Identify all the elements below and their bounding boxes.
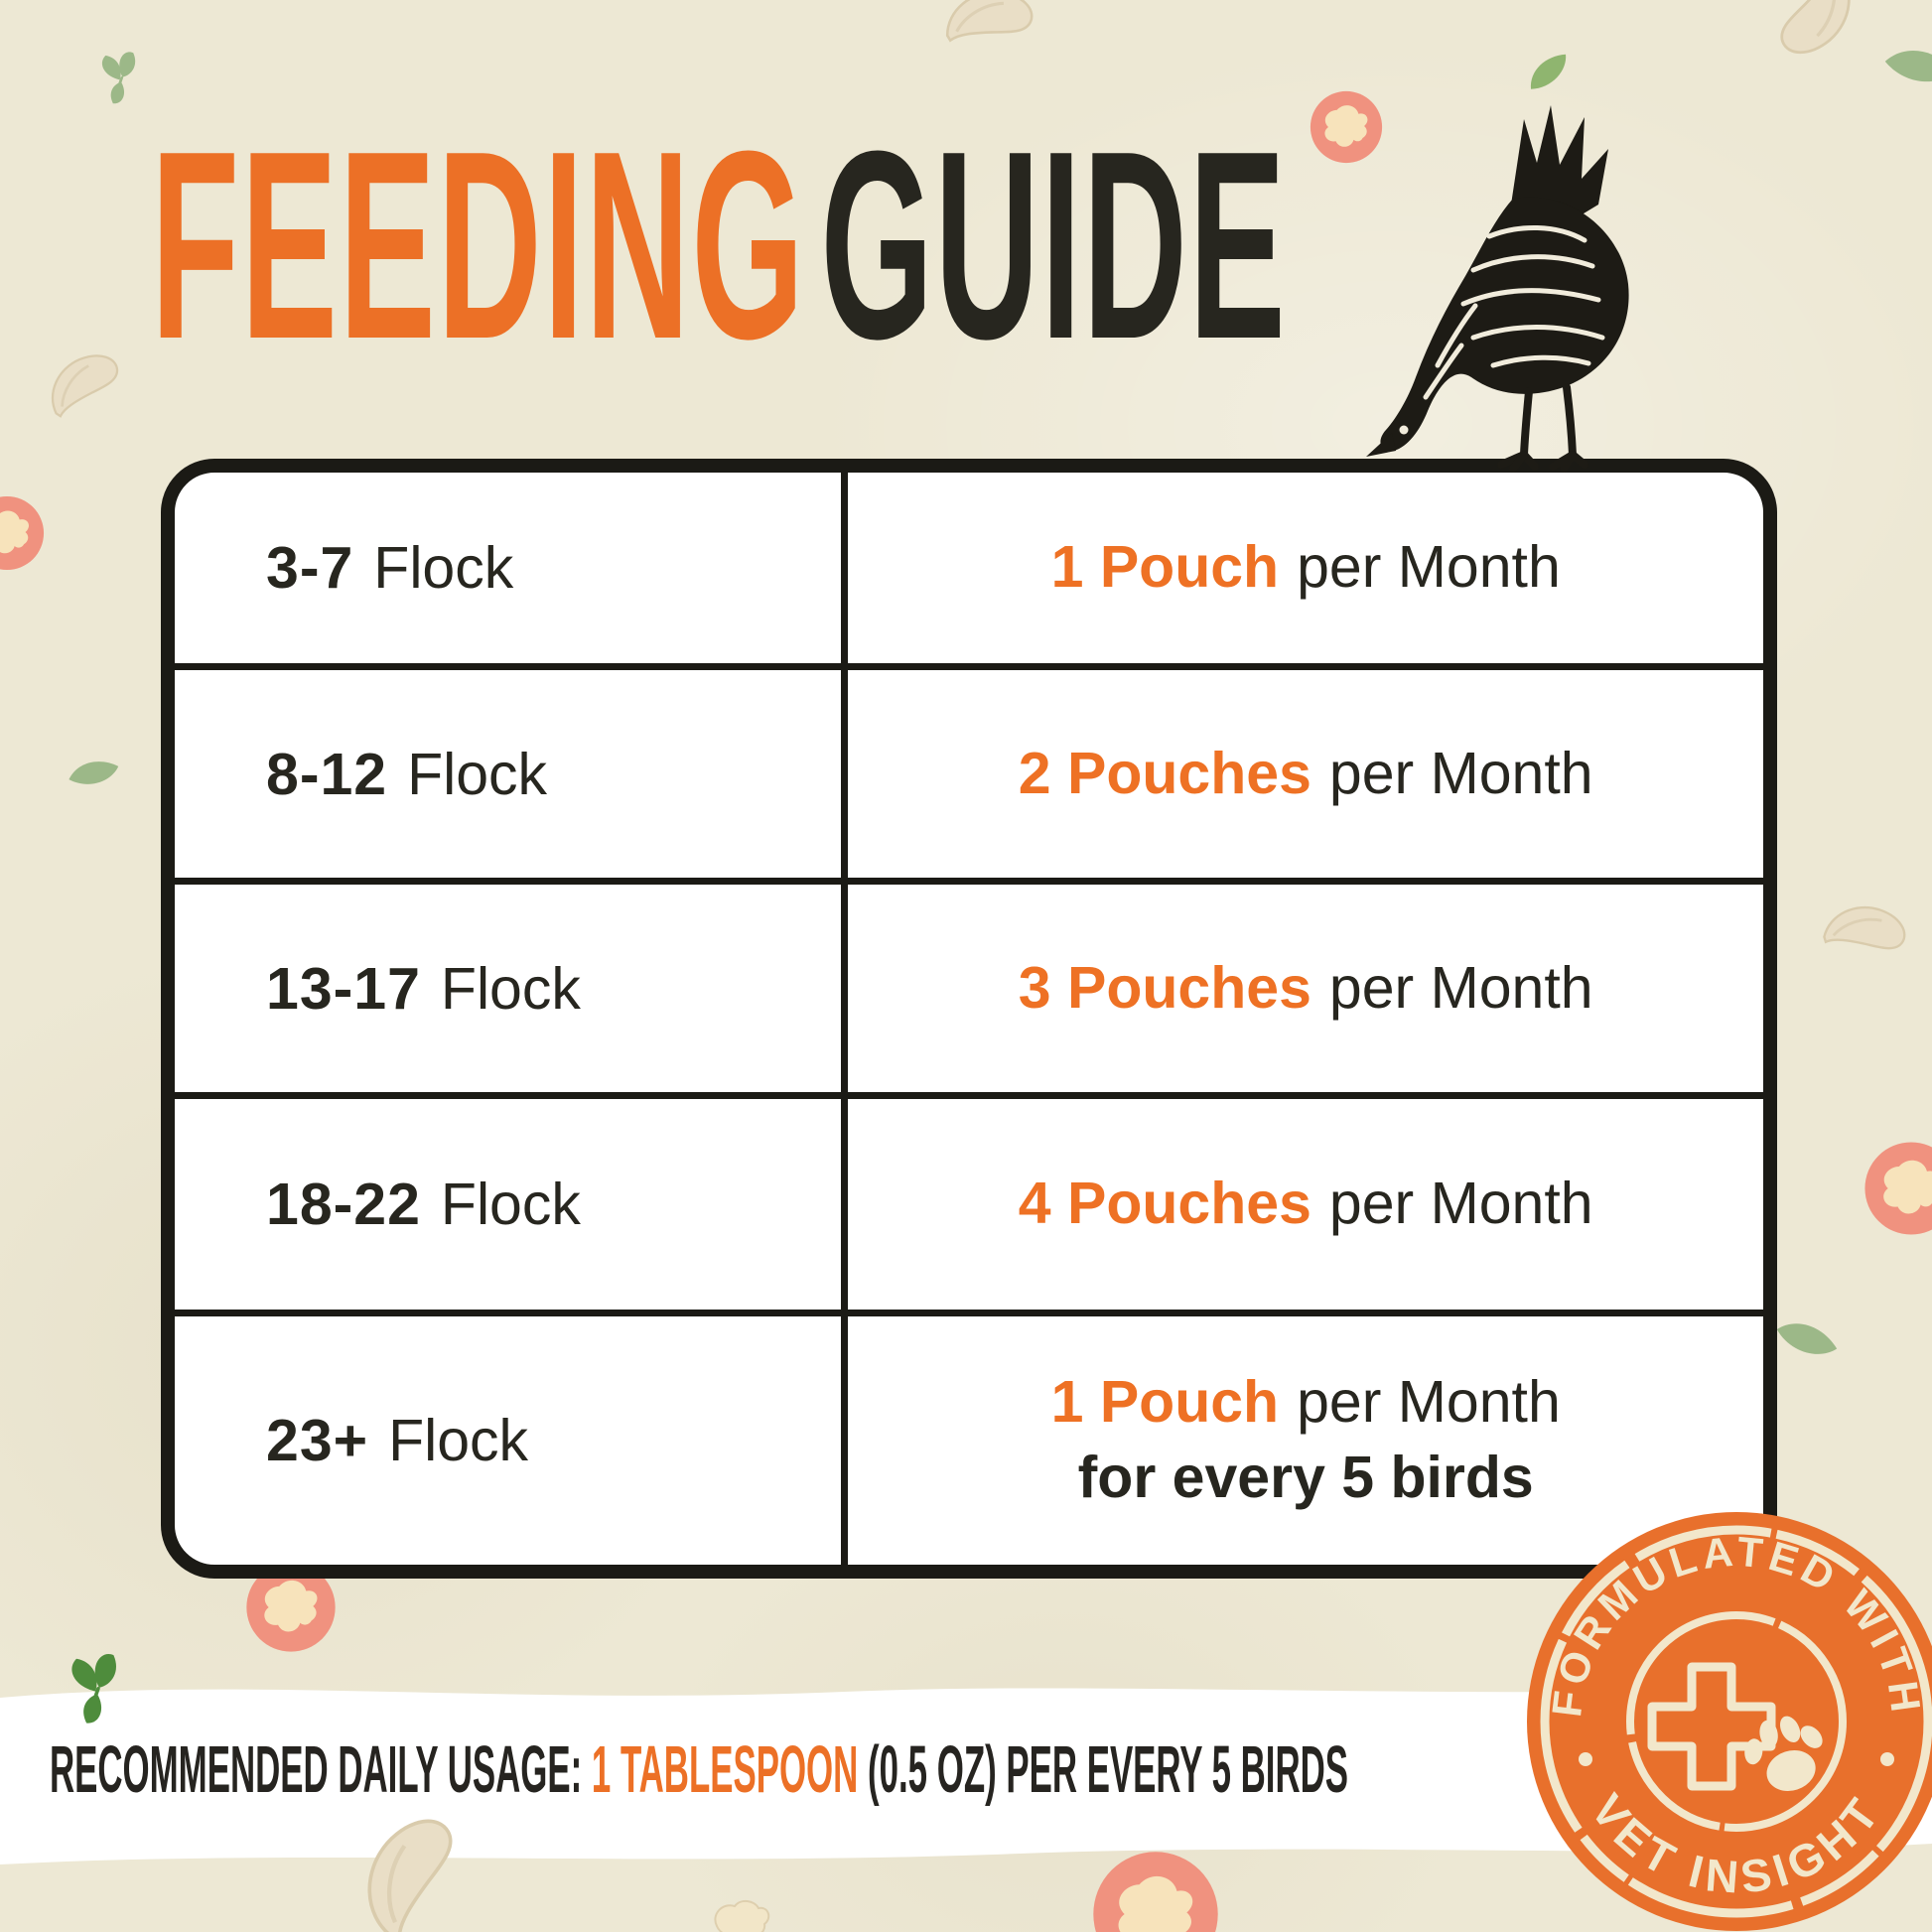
pouch-quantity: 1 Pouch — [1050, 534, 1280, 601]
flock-unit: Flock — [440, 955, 581, 1022]
title-word-feeding: FEEDING — [151, 96, 806, 395]
flock-size-cell: 23+ Flock — [175, 1315, 849, 1565]
stamp-left-dot — [1579, 1752, 1592, 1766]
flock-unit: Flock — [388, 1407, 529, 1473]
pouch-quantity: 4 Pouches — [1018, 1171, 1311, 1237]
flock-range: 8-12 — [266, 741, 388, 807]
pepper-slice-icon — [0, 495, 45, 571]
garlic-clove-icon — [943, 0, 1037, 61]
pouch-period: per Month — [1328, 1171, 1593, 1237]
dosage-cell: 2 Pouches per Month — [848, 670, 1763, 878]
page-title: FEEDINGGUIDE — [151, 112, 1287, 380]
pouch-period: per Month — [1297, 534, 1561, 601]
pepper-slice-icon — [1864, 1142, 1932, 1235]
medical-cross-icon — [1647, 1662, 1776, 1791]
usage-suffix: (0.5 OZ) PER EVERY 5 BIRDS — [868, 1732, 1349, 1807]
stamp-right-dot — [1880, 1752, 1894, 1766]
flock-unit: Flock — [440, 1171, 581, 1237]
leaf-icon — [1775, 1308, 1839, 1371]
pouch-quantity: 3 Pouches — [1018, 954, 1311, 1021]
flock-unit: Flock — [407, 741, 548, 807]
chicken-sketch-illustration — [1366, 105, 1629, 473]
garlic-clove-icon — [1820, 890, 1913, 976]
leaf-icon — [69, 755, 119, 791]
popcorn-icon — [714, 1899, 770, 1932]
garlic-clove-icon — [43, 349, 126, 419]
flock-size-cell: 3-7 Flock — [175, 473, 849, 664]
usage-prefix: RECOMMENDED DAILY USAGE: — [50, 1732, 583, 1807]
table-row: 23+ Flock 1 Pouch per Month for every 5 bir… — [175, 1315, 1763, 1565]
dosage-cell: 4 Pouches per Month — [848, 1099, 1763, 1310]
usage-highlight: 1 TABLESPOON — [591, 1732, 859, 1807]
pouch-quantity: 1 Pouch — [1050, 1369, 1280, 1436]
recommended-usage-line: RECOMMENDED DAILY USAGE: 1 TABLESPOON (0… — [50, 1731, 1348, 1808]
flock-size-cell: 18-22 Flock — [175, 1099, 849, 1310]
table-row: 8-12 Flock 2 Pouches per Month — [175, 670, 1763, 886]
paw-print-icon — [1744, 1716, 1823, 1792]
herb-sprig-icon — [69, 1652, 118, 1725]
dosage-cell: 3 Pouches per Month — [848, 885, 1763, 1092]
flock-range: 13-17 — [266, 955, 421, 1022]
pouch-period: per Month — [1328, 954, 1593, 1021]
dosage-cell: 1 Pouch per Month for every 5 birds — [848, 1316, 1763, 1565]
table-row: 3-7 Flock 1 Pouch per Month — [175, 473, 1763, 671]
flock-size-cell: 13-17 Flock — [175, 885, 849, 1093]
stamp-inner-ring — [1626, 1611, 1847, 1832]
flock-range: 3-7 — [266, 535, 354, 602]
table-row: 13-17 Flock 3 Pouches per Month — [175, 885, 1763, 1100]
leaf-icon — [1883, 33, 1932, 100]
vet-insight-stamp: FORMULATED WITH VET INSIGHT — [1527, 1512, 1932, 1931]
dosage-cell: 1 Pouch per Month — [848, 473, 1763, 663]
white-brush-band — [0, 1684, 1932, 1864]
garlic-clove-icon — [1760, 0, 1869, 64]
pouch-period: per Month — [1297, 1369, 1561, 1436]
flock-unit: Flock — [373, 535, 514, 602]
pouch-quantity: 2 Pouches — [1018, 740, 1311, 806]
flock-range: 23+ — [266, 1407, 369, 1473]
title-word-guide: GUIDE — [820, 96, 1288, 395]
feeding-guide-table: 3-7 Flock 1 Pouch per Month 8-12 Flock 2 Po… — [161, 459, 1777, 1579]
dosage-note: for every 5 birds — [1077, 1444, 1534, 1510]
leaf-icon — [1523, 53, 1574, 91]
pouch-period: per Month — [1328, 740, 1593, 806]
herb-sprig-icon — [100, 51, 137, 105]
flock-size-cell: 8-12 Flock — [175, 670, 849, 879]
table-row: 18-22 Flock 4 Pouches per Month — [175, 1099, 1763, 1316]
chicken-eye — [1399, 425, 1409, 435]
stamp-outer-ring — [1540, 1525, 1932, 1918]
flock-range: 18-22 — [266, 1171, 421, 1237]
